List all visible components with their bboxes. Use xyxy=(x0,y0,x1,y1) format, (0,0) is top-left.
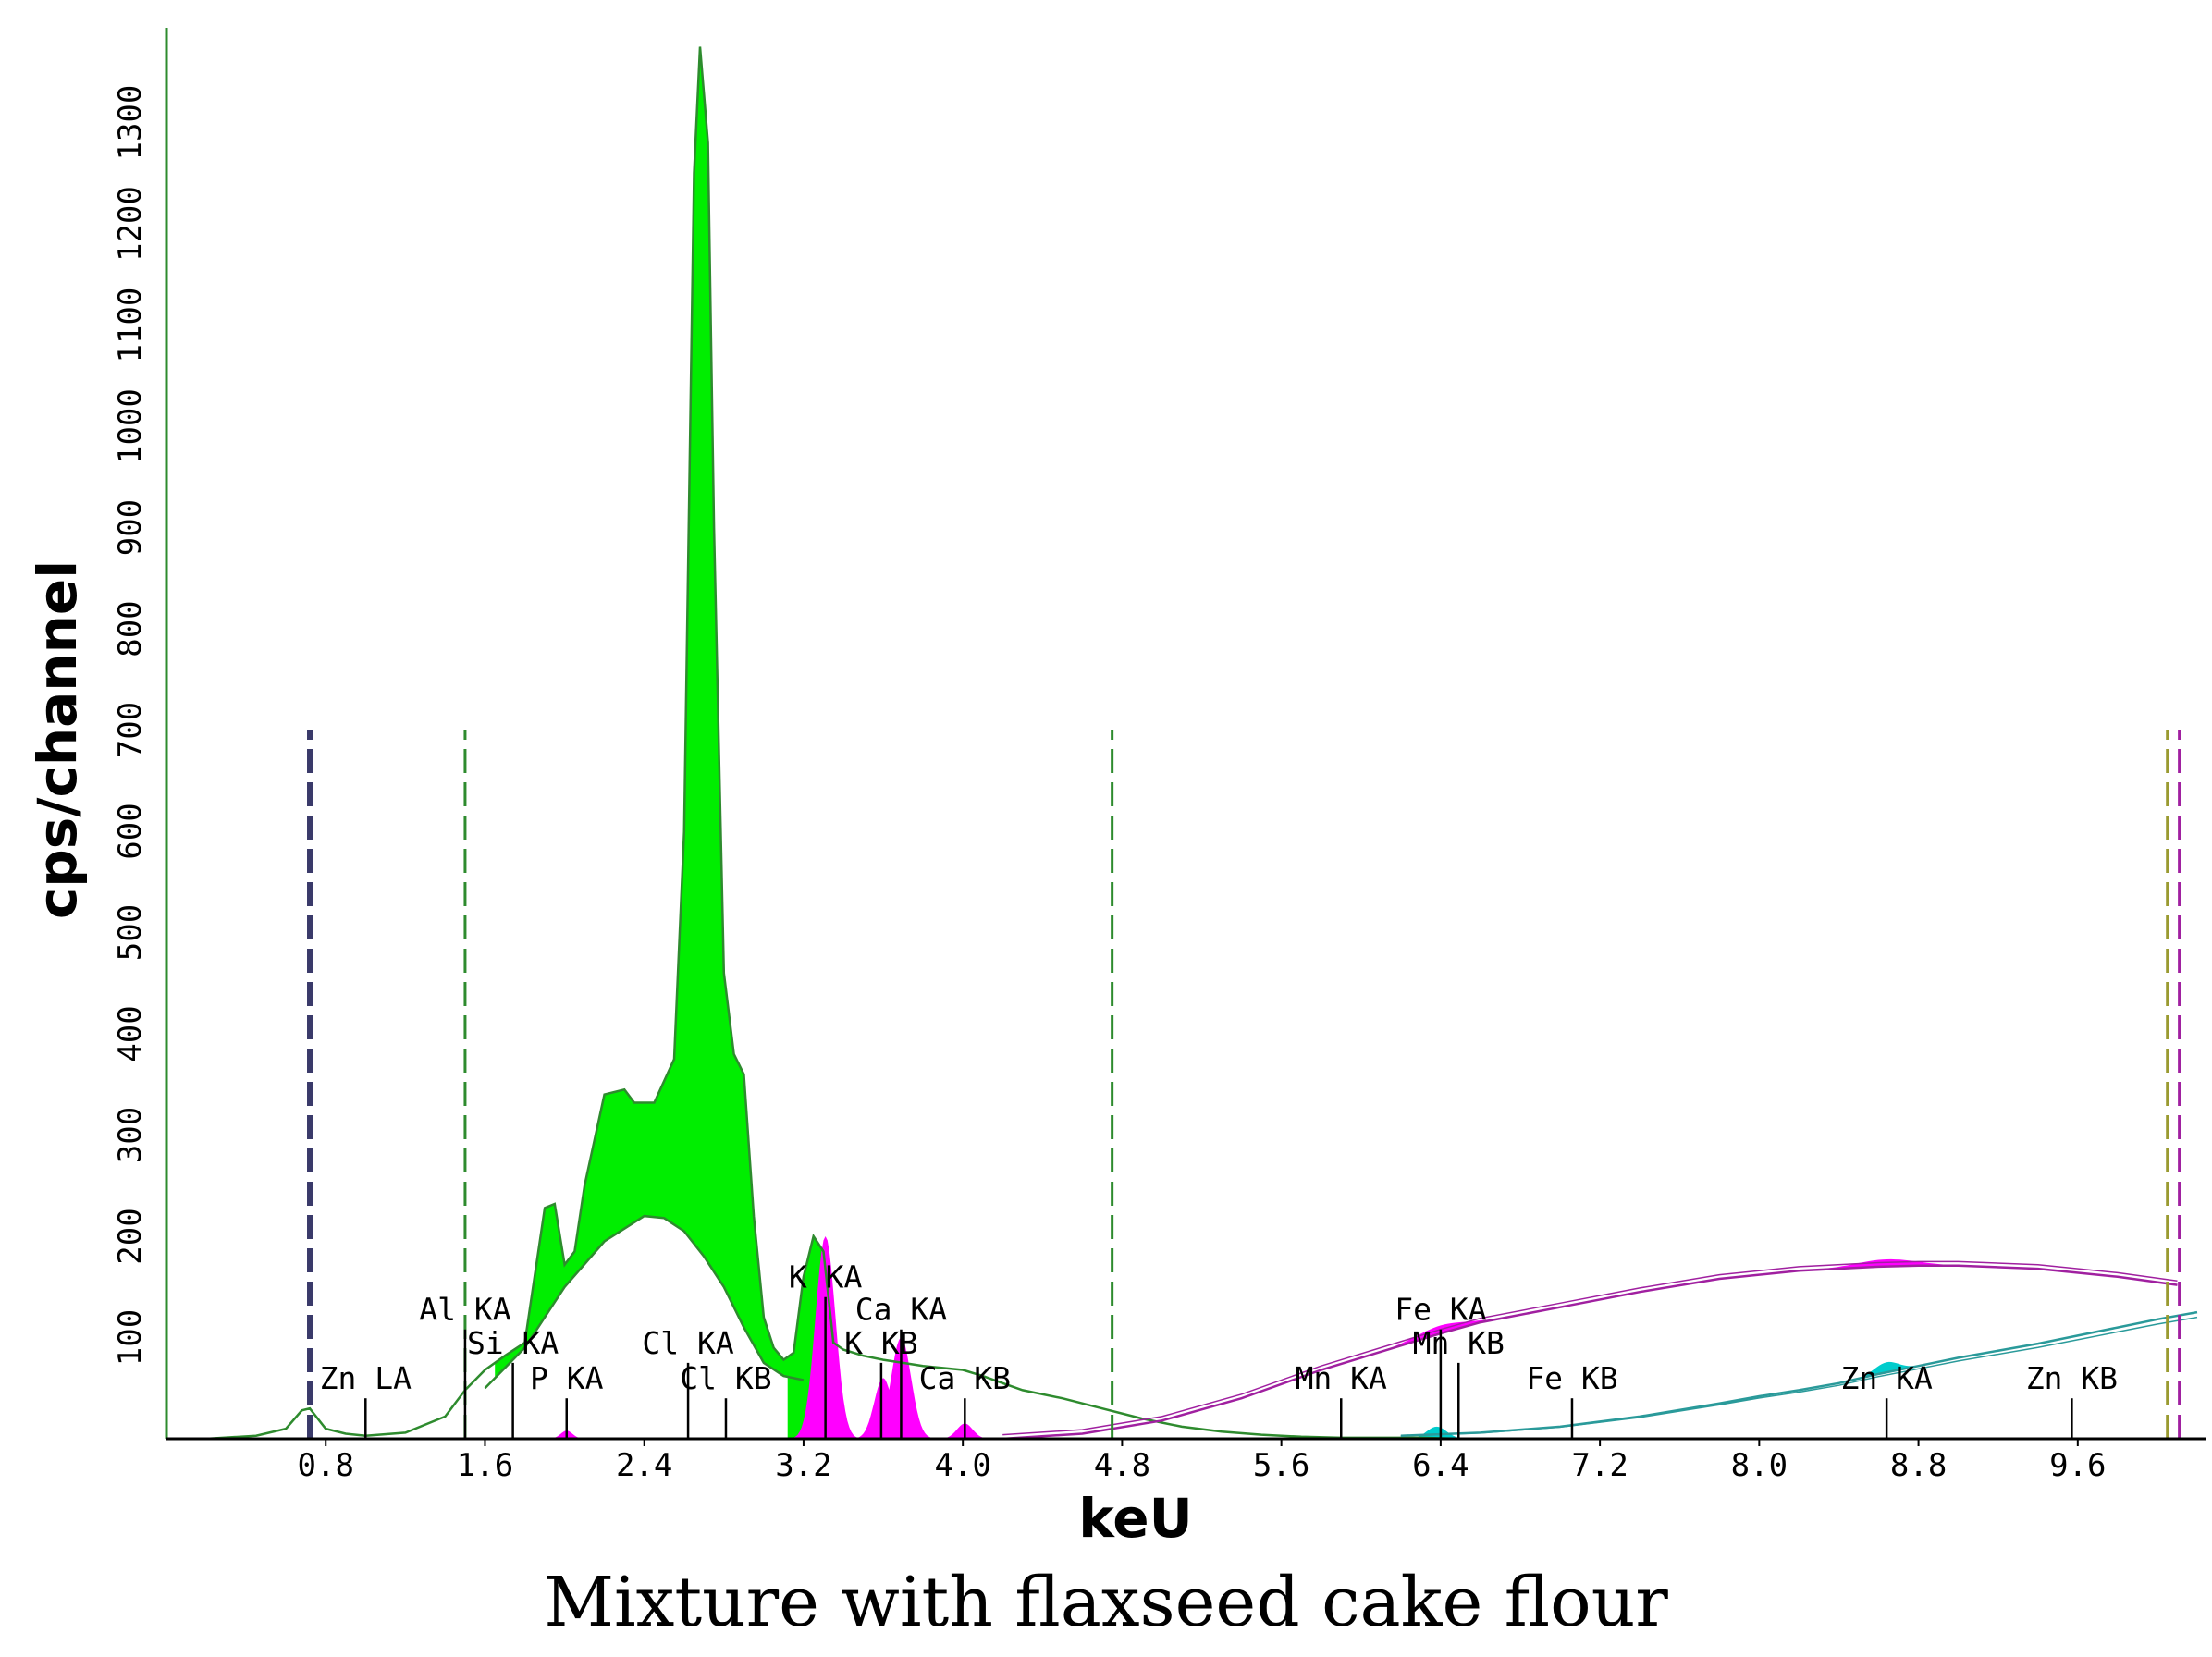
zn-region-line-2 xyxy=(1400,1316,2198,1437)
spectrum-line xyxy=(206,46,1481,1441)
high-energy-line-2 xyxy=(1002,1260,2178,1436)
y-tick-label: 1100 xyxy=(112,288,149,363)
x-tick-label: 7.2 xyxy=(1571,1447,1628,1484)
peak-label: Mn KA xyxy=(1296,1360,1387,1396)
x-tick-label: 8.0 xyxy=(1731,1447,1788,1484)
peak-fill-layer xyxy=(495,53,1976,1439)
peak-label: Fe KB xyxy=(1526,1360,1617,1396)
x-tick-label: 8.8 xyxy=(1890,1447,1947,1484)
y-tick-label: 900 xyxy=(112,499,149,556)
x-tick-label: 0.8 xyxy=(298,1447,354,1484)
y-tick-label: 200 xyxy=(112,1208,149,1264)
peak-label: Ca KB xyxy=(919,1360,1011,1396)
tick-layer: 0.8 1.6 2.4 3.2 4.0 4.8 5.6 6.4 7.2 8.0 8.8 9.6 100 2… xyxy=(112,85,2107,1484)
x-tick-label: 9.6 xyxy=(2049,1447,2106,1484)
y-tick-label: 400 xyxy=(112,1005,149,1062)
x-tick-label: 4.0 xyxy=(934,1447,990,1484)
y-tick-label: 1000 xyxy=(112,388,149,464)
x-tick-label: 6.4 xyxy=(1412,1447,1469,1484)
x-tick-label: 5.6 xyxy=(1253,1447,1309,1484)
chart-caption: Mixture with flaxseed cake flour xyxy=(544,1563,1668,1642)
y-tick-label: 800 xyxy=(112,600,149,657)
k-kb-magenta-fill xyxy=(847,1378,919,1439)
y-tick-label: 1300 xyxy=(112,85,149,161)
x-tick-label: 4.8 xyxy=(1094,1447,1150,1484)
x-tick-label: 3.2 xyxy=(775,1447,831,1484)
peak-label: P KA xyxy=(530,1360,604,1396)
y-axis-title: cps/channel xyxy=(26,560,89,919)
peak-label: Zn KA xyxy=(1840,1360,1932,1396)
x-axis-title: keU xyxy=(1078,1487,1192,1550)
peak-label: Zn LA xyxy=(320,1360,412,1396)
y-tick-label: 1200 xyxy=(112,186,149,262)
y-tick-label: 600 xyxy=(112,803,149,859)
axes-layer xyxy=(165,28,2206,1441)
high-energy-line xyxy=(1002,1264,2178,1441)
peak-label: Zn KB xyxy=(2026,1360,2118,1396)
background-line xyxy=(484,1214,805,1390)
peak-label: Ca KA xyxy=(855,1292,947,1328)
y-tick-label: 700 xyxy=(112,702,149,758)
x-tick-label: 2.4 xyxy=(616,1447,672,1484)
main-peak-fill xyxy=(495,53,794,1379)
peak-label: Cl KB xyxy=(680,1360,771,1396)
y-tick-label: 500 xyxy=(112,904,149,961)
y-tick-label: 300 xyxy=(112,1107,149,1163)
peak-label: K KA xyxy=(789,1259,863,1295)
curve-layer xyxy=(206,46,2198,1441)
region-marker-layer xyxy=(307,730,2181,1439)
x-tick-label: 1.6 xyxy=(457,1447,513,1484)
y-tick-label: 100 xyxy=(112,1309,149,1366)
peak-label: Si KA xyxy=(467,1325,559,1361)
peak-label: Cl KA xyxy=(642,1325,733,1361)
peak-label: K KB xyxy=(844,1325,917,1361)
peak-label: Al KA xyxy=(419,1292,510,1328)
peak-label: Mn KB xyxy=(1413,1325,1505,1361)
peak-label: Fe KA xyxy=(1395,1292,1486,1328)
